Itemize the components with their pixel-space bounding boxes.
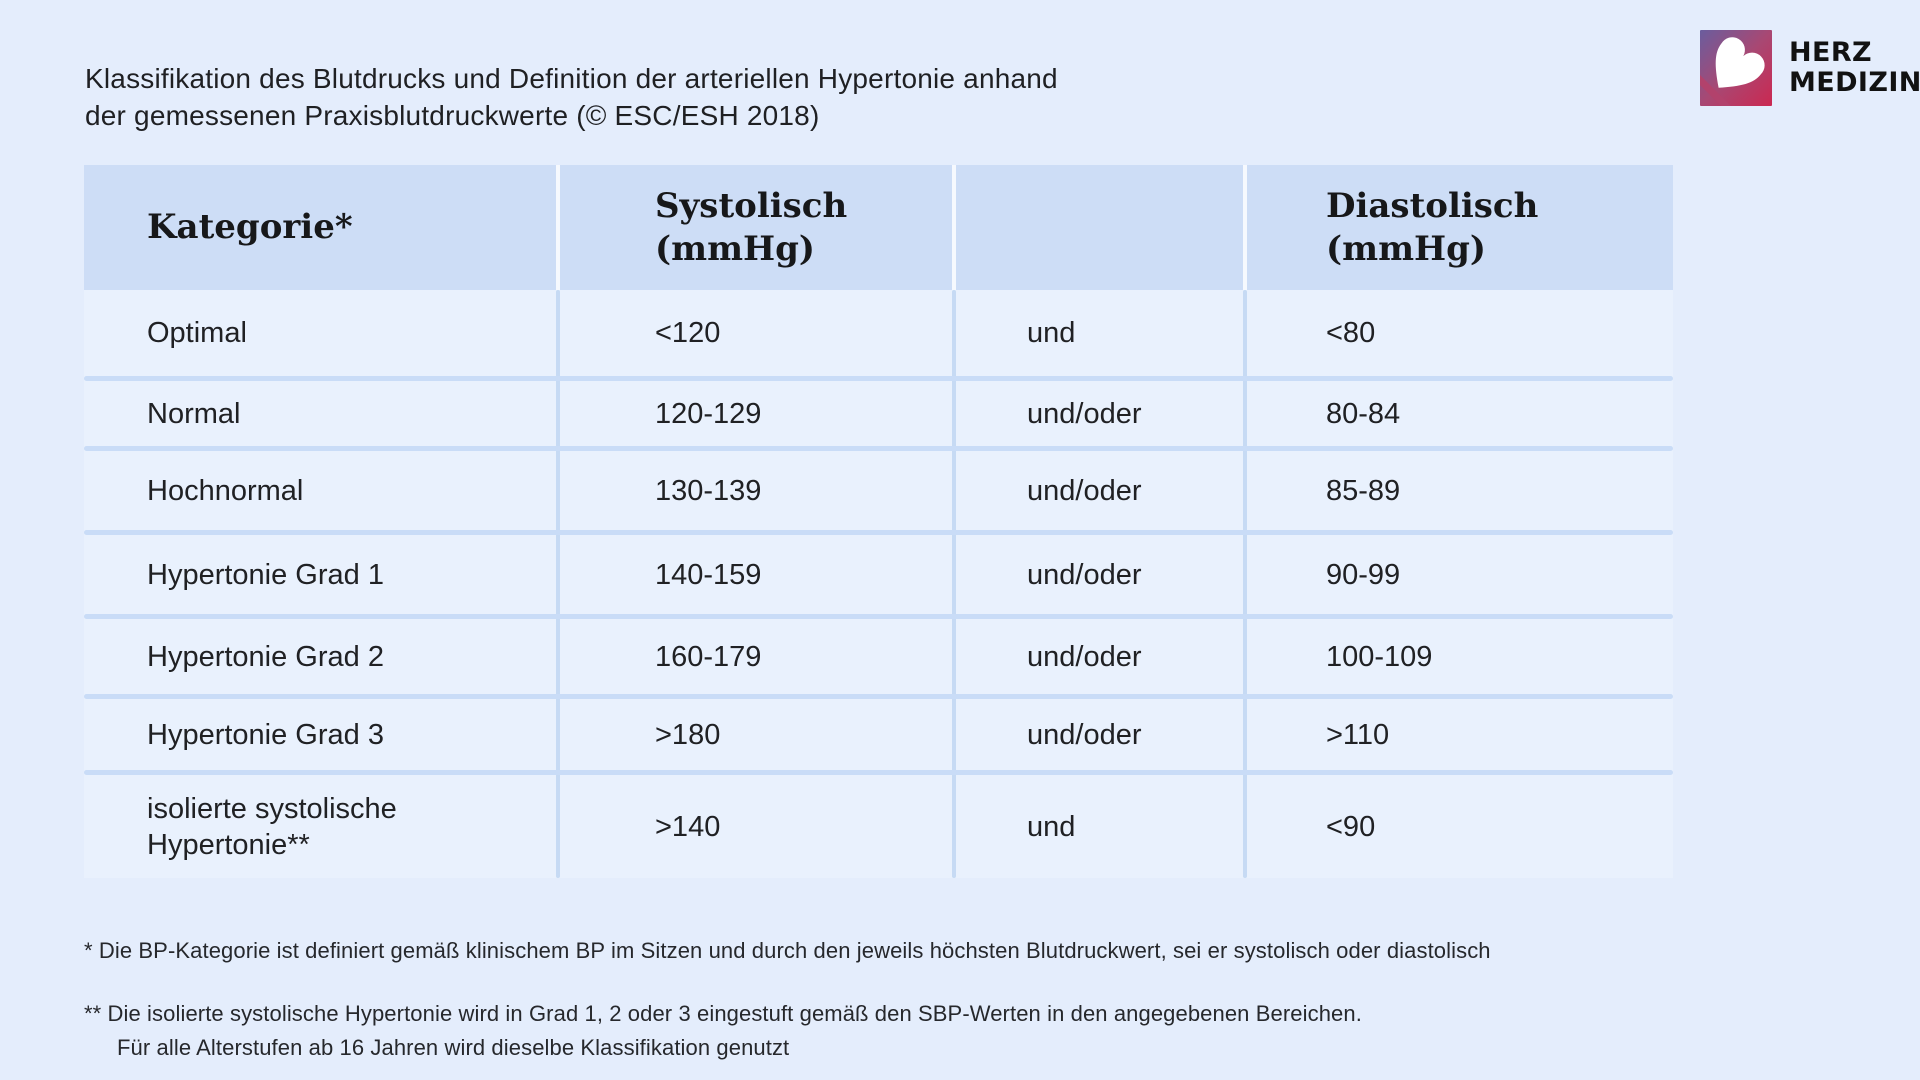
cell-systolic: >180	[655, 718, 721, 751]
brand-wordmark: HERZ MEDIZIN.	[1789, 38, 1920, 98]
footnotes: * Die BP-Kategorie ist definiert gemäß k…	[84, 938, 1491, 1065]
row-divider	[84, 694, 1673, 699]
heart-icon	[1700, 30, 1772, 106]
cell-category: Hypertonie Grad 1	[147, 558, 384, 591]
cell-diastolic: 90-99	[1326, 558, 1401, 591]
footnote-2: ** Die isolierte systolische Hypertonie …	[84, 997, 1491, 1065]
table-row-grad-2: Hypertonie Grad 2 160-179 und/oder 100-1…	[84, 619, 1673, 694]
brand-word: MEDIZIN	[1789, 67, 1920, 98]
cell-connector: und/oder	[1027, 558, 1142, 591]
table-body: Optimal <120 und <80 Normal 120-129 und/…	[84, 290, 1673, 878]
cell-connector: und/oder	[1027, 640, 1142, 673]
cell-systolic: 140-159	[655, 558, 762, 591]
cell-diastolic: 100-109	[1326, 640, 1433, 673]
cell-connector: und/oder	[1027, 474, 1142, 507]
header-separator-1	[556, 165, 560, 290]
cell-category: Hypertonie Grad 2	[147, 640, 384, 673]
brand-logo: HERZ MEDIZIN.	[1700, 30, 1920, 106]
column-line-2	[952, 290, 956, 878]
cell-connector: und	[1027, 810, 1076, 843]
cell-systolic: 160-179	[655, 640, 762, 673]
page-title: Klassifikation des Blutdrucks und Defini…	[85, 60, 1058, 134]
footnote-2-line-1: ** Die isolierte systolische Hypertonie …	[84, 1001, 1362, 1026]
cell-category: isolierte systolische Hypertonie**	[147, 792, 397, 861]
header-separator-2	[952, 165, 956, 290]
cell-category: Hypertonie Grad 3	[147, 718, 384, 751]
brand-line-2: MEDIZIN.	[1789, 68, 1920, 98]
column-line-1	[556, 290, 560, 878]
header-separator-3	[1243, 165, 1247, 290]
cell-diastolic: <80	[1326, 317, 1376, 349]
table-row-isolierte-systolische: isolierte systolische Hypertonie** >140 …	[84, 775, 1673, 878]
table-row-grad-1: Hypertonie Grad 1 140-159 und/oder 90-99	[84, 535, 1673, 614]
column-line-3	[1243, 290, 1247, 878]
title-line-1: Klassifikation des Blutdrucks und Defini…	[85, 63, 1058, 94]
cell-systolic: 130-139	[655, 474, 762, 507]
header-connector	[954, 165, 1245, 290]
cell-category: Normal	[147, 397, 241, 430]
cell-diastolic: 80-84	[1326, 397, 1401, 430]
table-row-grad-3: Hypertonie Grad 3 >180 und/oder >110	[84, 699, 1673, 770]
title-line-2: der gemessenen Praxisblutdruckwerte (© E…	[85, 100, 820, 131]
cell-connector: und	[1027, 317, 1076, 349]
footnote-2-line-2: Für alle Alterstufen ab 16 Jahren wird d…	[117, 1035, 790, 1060]
row-divider	[84, 446, 1673, 451]
header-systolic: Systolisch (mmHg)	[558, 165, 954, 290]
cell-systolic: <120	[655, 317, 721, 349]
header-category: Kategorie*	[84, 165, 558, 290]
brand-line-1: HERZ	[1789, 37, 1873, 68]
cell-category: Optimal	[147, 317, 247, 349]
cell-category: Hochnormal	[147, 474, 304, 507]
table-row-optimal: Optimal <120 und <80	[84, 290, 1673, 376]
footnote-1: * Die BP-Kategorie ist definiert gemäß k…	[84, 938, 1491, 963]
cell-diastolic: 85-89	[1326, 474, 1401, 507]
row-divider	[84, 614, 1673, 619]
table-row-normal: Normal 120-129 und/oder 80-84	[84, 381, 1673, 446]
row-divider	[84, 376, 1673, 381]
cell-connector: und/oder	[1027, 397, 1142, 430]
cell-systolic: 120-129	[655, 397, 762, 430]
row-divider	[84, 770, 1673, 775]
bp-classification-table: Kategorie* Systolisch (mmHg) Diastolisch…	[84, 165, 1673, 878]
cell-diastolic: <90	[1326, 810, 1376, 843]
table-row-hochnormal: Hochnormal 130-139 und/oder 85-89	[84, 451, 1673, 530]
cell-diastolic: >110	[1326, 718, 1390, 751]
table-header-row: Kategorie* Systolisch (mmHg) Diastolisch…	[84, 165, 1673, 290]
row-divider	[84, 530, 1673, 535]
cell-connector: und/oder	[1027, 718, 1142, 751]
header-diastolic: Diastolisch (mmHg)	[1245, 165, 1673, 290]
cell-systolic: >140	[655, 810, 721, 843]
